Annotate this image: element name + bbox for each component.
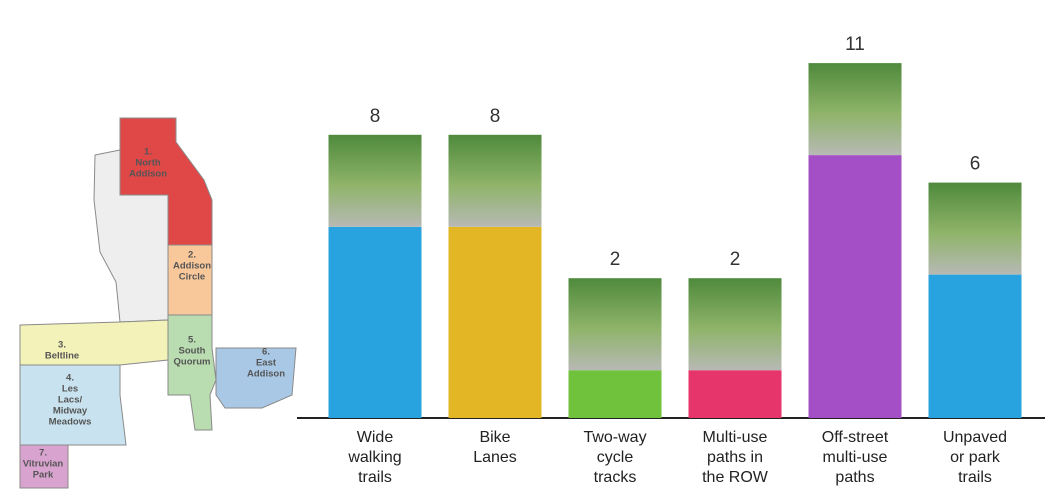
bar <box>568 370 662 418</box>
x-tick-label: paths <box>835 469 874 486</box>
x-tick-label: trails <box>958 469 992 486</box>
map-area <box>119 117 213 246</box>
map-area <box>19 444 69 489</box>
bar <box>808 155 902 418</box>
value-label: 2 <box>730 249 741 270</box>
map-label: Addison <box>247 369 285 380</box>
map-label: Circle <box>179 272 205 283</box>
map-label: South <box>179 346 206 357</box>
map-label: Lacs/ <box>58 395 83 406</box>
x-tick-label: Unpaved <box>943 429 1007 446</box>
x-tick-label: cycle <box>597 449 634 466</box>
map-label: North <box>135 158 161 169</box>
x-tick-label: tracks <box>594 469 637 486</box>
bar <box>928 274 1022 418</box>
bar <box>688 370 782 418</box>
bar <box>448 226 542 418</box>
x-tick-label: multi-use <box>823 449 888 466</box>
map-label: Quorum <box>174 357 211 368</box>
map-label: Midway <box>53 406 88 417</box>
photo <box>328 134 422 227</box>
map-label: 5. <box>188 335 196 346</box>
map-label: Vitruvian <box>23 459 64 470</box>
map-area <box>215 347 297 409</box>
map-label: Beltline <box>45 351 79 362</box>
map-label: 1. <box>144 147 152 158</box>
map-label: Les <box>62 384 78 395</box>
map-area <box>19 364 127 446</box>
value-label: 8 <box>370 106 381 127</box>
x-tick-label: Lanes <box>473 449 517 466</box>
map-label: 4. <box>66 373 74 384</box>
map-label: Addison <box>129 169 167 180</box>
map-label: Park <box>33 470 54 481</box>
x-tick-label: walking <box>347 449 401 466</box>
x-tick-label: Two-way <box>583 429 646 446</box>
value-label: 8 <box>490 106 501 127</box>
map-label: East <box>256 358 277 369</box>
map-label: Meadows <box>49 417 92 428</box>
map-area <box>19 319 169 366</box>
x-tick-label: Wide <box>357 429 394 446</box>
map-area <box>167 314 217 431</box>
map-label: Addison <box>173 261 211 272</box>
photo <box>448 134 542 227</box>
x-tick-label: Bike <box>479 429 510 446</box>
x-tick-label: or park <box>950 449 1001 466</box>
x-tick-label: paths in <box>707 449 763 466</box>
value-label: 6 <box>970 154 981 175</box>
map-label: 7. <box>39 448 47 459</box>
photo <box>928 182 1022 275</box>
x-tick-label: trails <box>358 469 392 486</box>
x-tick-label: Off-street <box>822 429 889 446</box>
value-label: 11 <box>845 34 865 55</box>
map <box>19 117 297 489</box>
map-label: 6. <box>262 347 270 358</box>
map-label: 2. <box>188 250 196 261</box>
value-label: 2 <box>610 249 621 270</box>
x-tick-label: Multi-use <box>703 429 768 446</box>
photo <box>568 278 662 371</box>
photo <box>688 278 782 371</box>
x-tick-label: the ROW <box>702 469 769 486</box>
bar <box>328 226 422 418</box>
map-label: 3. <box>58 340 66 351</box>
photo <box>808 63 902 156</box>
